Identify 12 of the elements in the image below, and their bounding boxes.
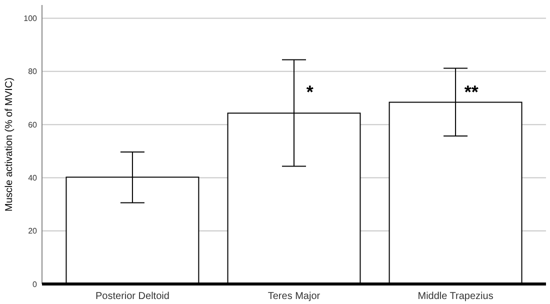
y-tick-label: 80	[28, 67, 38, 76]
y-tick-label: 40	[28, 174, 38, 183]
x-tick-label: Middle Trapezius	[418, 291, 494, 302]
y-tick-label: 100	[24, 14, 38, 24]
annotation: **	[464, 82, 478, 102]
annotation: *	[306, 82, 314, 102]
x-tick-label: Posterior Deltoid	[96, 291, 170, 302]
y-axis-title: Muscle activation (% of MVIC)	[4, 78, 15, 212]
y-tick-label: 60	[28, 120, 38, 130]
x-tick-label: Teres Major	[268, 291, 321, 302]
y-tick-label: 0	[32, 280, 38, 289]
y-tick-label: 20	[28, 226, 38, 236]
